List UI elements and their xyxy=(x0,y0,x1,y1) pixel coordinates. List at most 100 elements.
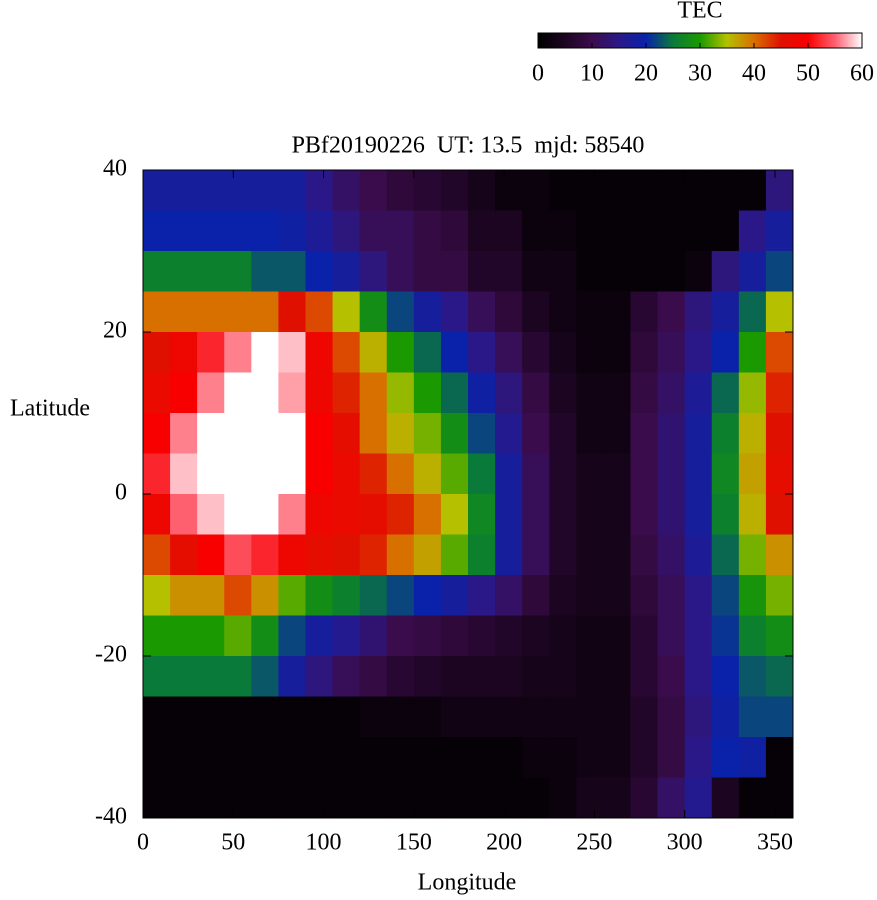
heat-cell xyxy=(278,372,306,414)
heat-cell xyxy=(278,210,306,252)
heat-cell xyxy=(765,696,794,738)
heat-cell xyxy=(413,210,442,252)
heat-cell xyxy=(440,413,469,454)
heat-cell xyxy=(468,534,496,576)
heat-cell xyxy=(386,656,415,697)
heat-cell xyxy=(332,777,361,819)
heat-cell xyxy=(765,656,794,697)
heat-cell xyxy=(495,656,523,697)
heat-cell xyxy=(603,534,631,576)
heat-cell xyxy=(440,534,469,576)
heat-cell xyxy=(657,453,686,495)
heat-cell xyxy=(657,656,686,697)
heat-cell xyxy=(332,575,361,616)
heat-cell xyxy=(305,575,334,616)
heat-cell xyxy=(711,332,740,373)
heat-cell xyxy=(305,413,334,454)
heat-cell xyxy=(765,534,794,576)
heat-cell xyxy=(603,332,631,373)
heat-cell xyxy=(143,696,171,738)
heat-cell xyxy=(413,251,442,292)
heat-cell xyxy=(197,534,225,576)
heat-cell xyxy=(738,372,767,414)
y-tick-label: -20 xyxy=(95,642,127,668)
heat-cell xyxy=(684,170,713,211)
heat-cell xyxy=(738,615,767,657)
heat-cell xyxy=(251,656,279,697)
heat-cell xyxy=(251,737,279,778)
heat-cell xyxy=(305,777,334,819)
heat-cell xyxy=(170,251,198,292)
heat-cell xyxy=(576,453,604,495)
heat-cell xyxy=(657,777,686,819)
heat-cell xyxy=(657,615,686,657)
heat-cell xyxy=(386,534,415,576)
heat-cell xyxy=(549,251,577,292)
heat-cell xyxy=(251,453,279,495)
heat-cell xyxy=(224,170,252,211)
heat-cell xyxy=(657,494,686,535)
heat-cell xyxy=(170,575,198,616)
heat-cell xyxy=(549,413,577,454)
heat-cell xyxy=(549,696,577,738)
heat-cell xyxy=(603,777,631,819)
heat-cell xyxy=(305,372,334,414)
heat-cell xyxy=(440,291,469,333)
heat-cell xyxy=(630,656,659,697)
heat-cell xyxy=(359,575,388,616)
heat-cell xyxy=(278,251,306,292)
heat-cell xyxy=(468,453,496,495)
heat-cell xyxy=(711,777,740,819)
x-tick-label: 0 xyxy=(137,830,149,856)
heat-cell xyxy=(549,575,577,616)
heat-cell xyxy=(413,291,442,333)
heat-cell xyxy=(495,170,523,211)
heat-cell xyxy=(440,332,469,373)
heat-cell xyxy=(657,575,686,616)
heat-cell xyxy=(143,291,171,333)
heat-cell xyxy=(332,251,361,292)
heat-cell xyxy=(522,251,550,292)
heat-cell xyxy=(359,737,388,778)
heat-cell xyxy=(440,494,469,535)
heat-cell xyxy=(549,534,577,576)
heat-cell xyxy=(468,291,496,333)
heat-cell xyxy=(549,372,577,414)
heat-cell xyxy=(440,575,469,616)
heat-cell xyxy=(170,291,198,333)
heat-cell xyxy=(224,291,252,333)
heat-cell xyxy=(143,210,171,252)
heat-cell xyxy=(386,251,415,292)
x-tick-label: 250 xyxy=(576,830,612,856)
heat-cell xyxy=(522,332,550,373)
heat-cell xyxy=(251,170,279,211)
heat-cell xyxy=(278,615,306,657)
heat-cell xyxy=(440,696,469,738)
heat-cell xyxy=(711,453,740,495)
heat-cell xyxy=(711,170,740,211)
heat-cell xyxy=(413,453,442,495)
heat-cell xyxy=(684,656,713,697)
heat-cell xyxy=(386,372,415,414)
heat-cell xyxy=(630,251,659,292)
heat-cell xyxy=(603,453,631,495)
heat-cell xyxy=(224,656,252,697)
heat-cell xyxy=(711,413,740,454)
heat-cell xyxy=(143,494,171,535)
heat-cell xyxy=(495,453,523,495)
heat-cell xyxy=(359,210,388,252)
heat-cell xyxy=(657,534,686,576)
heat-cell xyxy=(197,210,225,252)
heat-cell xyxy=(305,656,334,697)
colorbar-tick-label: 40 xyxy=(742,61,766,87)
heat-cell xyxy=(278,494,306,535)
heat-cell xyxy=(765,372,794,414)
heat-cell xyxy=(549,615,577,657)
heat-cell xyxy=(386,210,415,252)
heat-cell xyxy=(603,575,631,616)
heat-cell xyxy=(440,615,469,657)
heat-cell xyxy=(738,332,767,373)
heat-cell xyxy=(522,372,550,414)
heat-cell xyxy=(251,332,279,373)
heat-cell xyxy=(495,494,523,535)
